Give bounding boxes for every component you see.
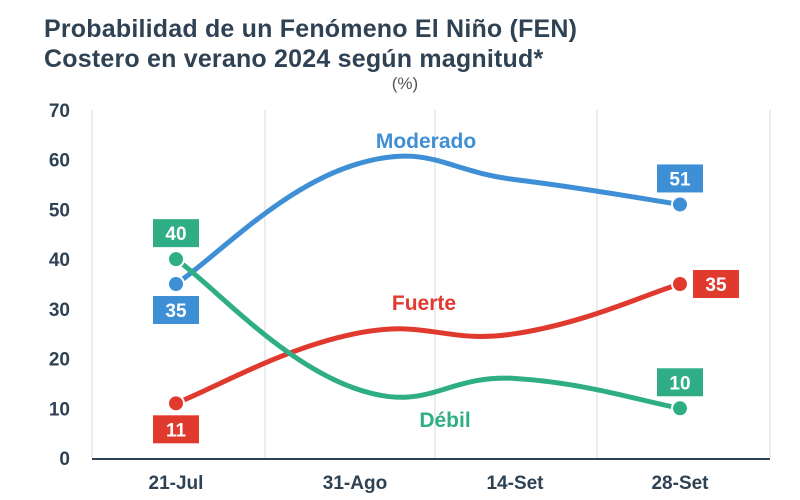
marker-moderado-0 (167, 275, 185, 293)
y-tick-label-10: 10 (49, 399, 70, 420)
value-label-dbil-3: 10 (669, 373, 690, 394)
x-tick-label-14-Set: 14-Set (486, 473, 544, 494)
chart-title-line1: Probabilidad de un Fenómeno El Niño (FEN… (44, 15, 578, 43)
x-tick-label-21-Jul: 21-Jul (149, 473, 204, 494)
grid (91, 110, 771, 458)
x-tick-label-28-Set: 28-Set (651, 473, 709, 494)
marker-moderado-3 (671, 195, 689, 214)
y-tick-label-50: 50 (49, 200, 70, 221)
x-tick-label-31-Ago: 31-Ago (323, 473, 387, 494)
y-tick-label-40: 40 (49, 250, 70, 271)
value-label-moderado-0: 35 (165, 301, 187, 322)
value-label-fuerte-3: 35 (705, 275, 727, 296)
value-label-fuerte-0: 11 (166, 420, 187, 441)
series-name-fuerte: Fuerte (392, 292, 456, 315)
value-box-fuerte-0 (153, 415, 199, 444)
y-tick-label-60: 60 (49, 151, 70, 172)
value-label-dbil-0: 40 (165, 224, 186, 245)
y-tick-label-20: 20 (49, 350, 70, 371)
y-tick-label-0: 0 (59, 449, 70, 470)
y-tick-label-70: 70 (49, 101, 70, 122)
marker-dbil-0 (167, 250, 185, 269)
axes: 0 10 20 30 40 50 60 70 21-Jul 31-Ago 14-Set 28-Set (49, 101, 770, 494)
unit-label: (%) (391, 74, 419, 93)
data-labels: 35 51 Moderado 11 35 Fuerte 40 10 Débil (153, 130, 739, 444)
marker-fuerte-3 (671, 275, 689, 293)
series-line-moderado (173, 153, 683, 287)
series-name-moderado: Moderado (376, 130, 476, 153)
series-name-dbil: Débil (419, 409, 470, 432)
series-line-dbil (173, 256, 683, 411)
series-lines (173, 153, 683, 411)
chart-title: Probabilidad de un Fenómeno El Niño (FEN… (44, 14, 784, 74)
marker-fuerte-0 (167, 394, 185, 413)
y-tick-label-30: 30 (49, 300, 70, 321)
value-box-dbil-3 (657, 368, 703, 397)
value-label-moderado-3: 51 (669, 169, 691, 190)
marker-dbil-3 (671, 399, 689, 418)
value-box-moderado-3 (657, 164, 703, 193)
series-markers (167, 195, 689, 418)
value-box-fuerte-3 (693, 270, 739, 298)
value-box-moderado-0 (153, 296, 199, 324)
series-line-fuerte (173, 281, 683, 406)
chart-title-line2: Costero en verano 2024 según magnitud* (44, 45, 544, 73)
value-box-dbil-0 (153, 219, 199, 248)
